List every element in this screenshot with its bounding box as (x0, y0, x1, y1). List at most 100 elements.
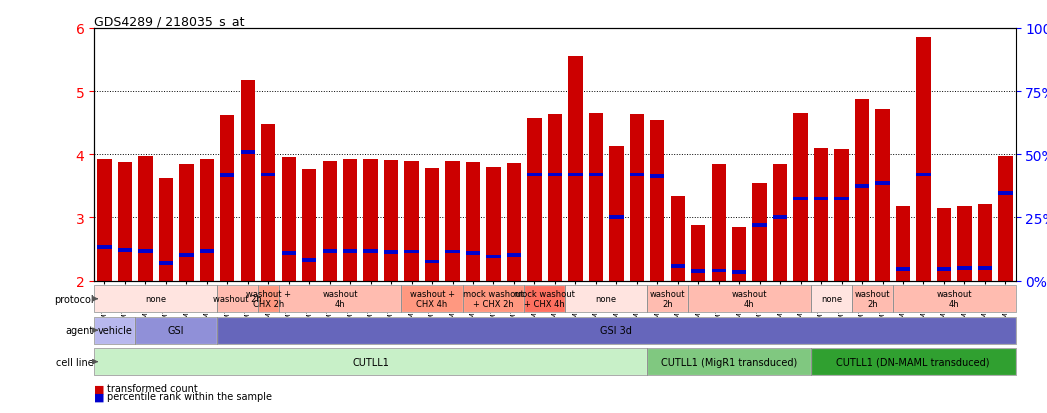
Bar (569, 173, 582, 177)
Bar (773, 216, 787, 220)
Bar (363, 159, 378, 281)
Text: washout
4h: washout 4h (732, 290, 767, 309)
Bar (548, 115, 562, 281)
Text: agent: agent (66, 325, 94, 335)
Bar (425, 169, 440, 281)
Bar (852, 285, 893, 313)
Text: none: none (821, 294, 842, 304)
Bar (159, 178, 173, 281)
Text: GSI 3d: GSI 3d (600, 325, 632, 335)
Bar (753, 183, 766, 281)
Bar (217, 285, 258, 313)
Bar (384, 251, 398, 254)
Text: cell line: cell line (57, 357, 94, 367)
Bar (609, 216, 624, 220)
Text: washout
4h: washout 4h (936, 290, 972, 309)
Bar (343, 159, 357, 281)
Bar (712, 269, 726, 273)
Bar (525, 285, 565, 313)
Bar (978, 266, 993, 270)
Bar (565, 285, 647, 313)
Bar (794, 197, 808, 201)
Bar (647, 285, 688, 313)
Bar (647, 348, 810, 375)
Bar (916, 173, 931, 177)
Bar (688, 285, 810, 313)
Bar (466, 251, 481, 255)
Bar (814, 197, 828, 201)
Bar (241, 81, 255, 281)
Bar (322, 161, 337, 281)
Bar (217, 317, 1016, 344)
Bar (258, 285, 279, 313)
Bar (978, 204, 993, 281)
Bar (97, 246, 112, 249)
Bar (647, 285, 688, 313)
Bar (463, 285, 525, 313)
Bar (565, 285, 647, 313)
Text: GSI: GSI (168, 325, 184, 335)
Bar (893, 285, 1016, 313)
Text: none: none (146, 294, 166, 304)
Bar (94, 317, 135, 344)
Bar (528, 173, 541, 177)
Bar (937, 209, 951, 281)
Text: CUTLL1 (DN-MAML transduced): CUTLL1 (DN-MAML transduced) (837, 357, 990, 367)
Text: ■: ■ (94, 383, 105, 393)
Text: washout 2h: washout 2h (214, 294, 262, 304)
Bar (810, 285, 852, 313)
Bar (463, 285, 525, 313)
Bar (220, 174, 235, 178)
Bar (810, 348, 1016, 375)
Text: transformed count: transformed count (107, 383, 198, 393)
Bar (117, 162, 132, 281)
Bar (94, 285, 217, 313)
Text: protocol: protocol (54, 294, 94, 304)
Bar (384, 161, 398, 281)
Bar (794, 114, 808, 281)
Bar (425, 260, 440, 264)
Text: CUTLL1: CUTLL1 (352, 357, 389, 367)
Bar (670, 197, 685, 281)
Bar (691, 225, 706, 281)
Bar (773, 164, 787, 281)
Bar (258, 285, 279, 313)
Bar (854, 100, 869, 281)
Bar (261, 125, 275, 281)
Bar (507, 164, 521, 281)
Bar (691, 270, 706, 273)
Bar (875, 181, 890, 185)
Bar (322, 249, 337, 253)
Text: washout +
CHX 2h: washout + CHX 2h (246, 290, 291, 309)
Bar (486, 168, 500, 281)
Bar (97, 159, 112, 281)
Bar (753, 223, 766, 227)
Text: washout +
CHX 4h: washout + CHX 4h (409, 290, 454, 309)
Text: CUTLL1 (MigR1 transduced): CUTLL1 (MigR1 transduced) (661, 357, 797, 367)
Bar (670, 264, 685, 268)
Bar (528, 119, 541, 281)
Bar (852, 285, 893, 313)
Bar (302, 169, 316, 281)
Bar (466, 162, 481, 281)
Bar (629, 173, 644, 177)
Bar (404, 250, 419, 254)
Bar (732, 270, 747, 274)
Text: washout
4h: washout 4h (322, 290, 358, 309)
Bar (588, 114, 603, 281)
Bar (138, 157, 153, 281)
Bar (810, 285, 852, 313)
Bar (896, 206, 910, 281)
Text: none: none (596, 294, 617, 304)
Text: mock washout
+ CHX 4h: mock washout + CHX 4h (514, 290, 575, 309)
Bar (957, 206, 972, 281)
Bar (241, 150, 255, 154)
Bar (94, 348, 647, 375)
Text: percentile rank within the sample: percentile rank within the sample (107, 392, 272, 401)
Bar (179, 254, 194, 258)
Text: vehicle: vehicle (97, 325, 132, 335)
Bar (94, 285, 217, 313)
Bar (525, 285, 565, 313)
Bar (937, 268, 951, 271)
Bar (200, 249, 214, 253)
